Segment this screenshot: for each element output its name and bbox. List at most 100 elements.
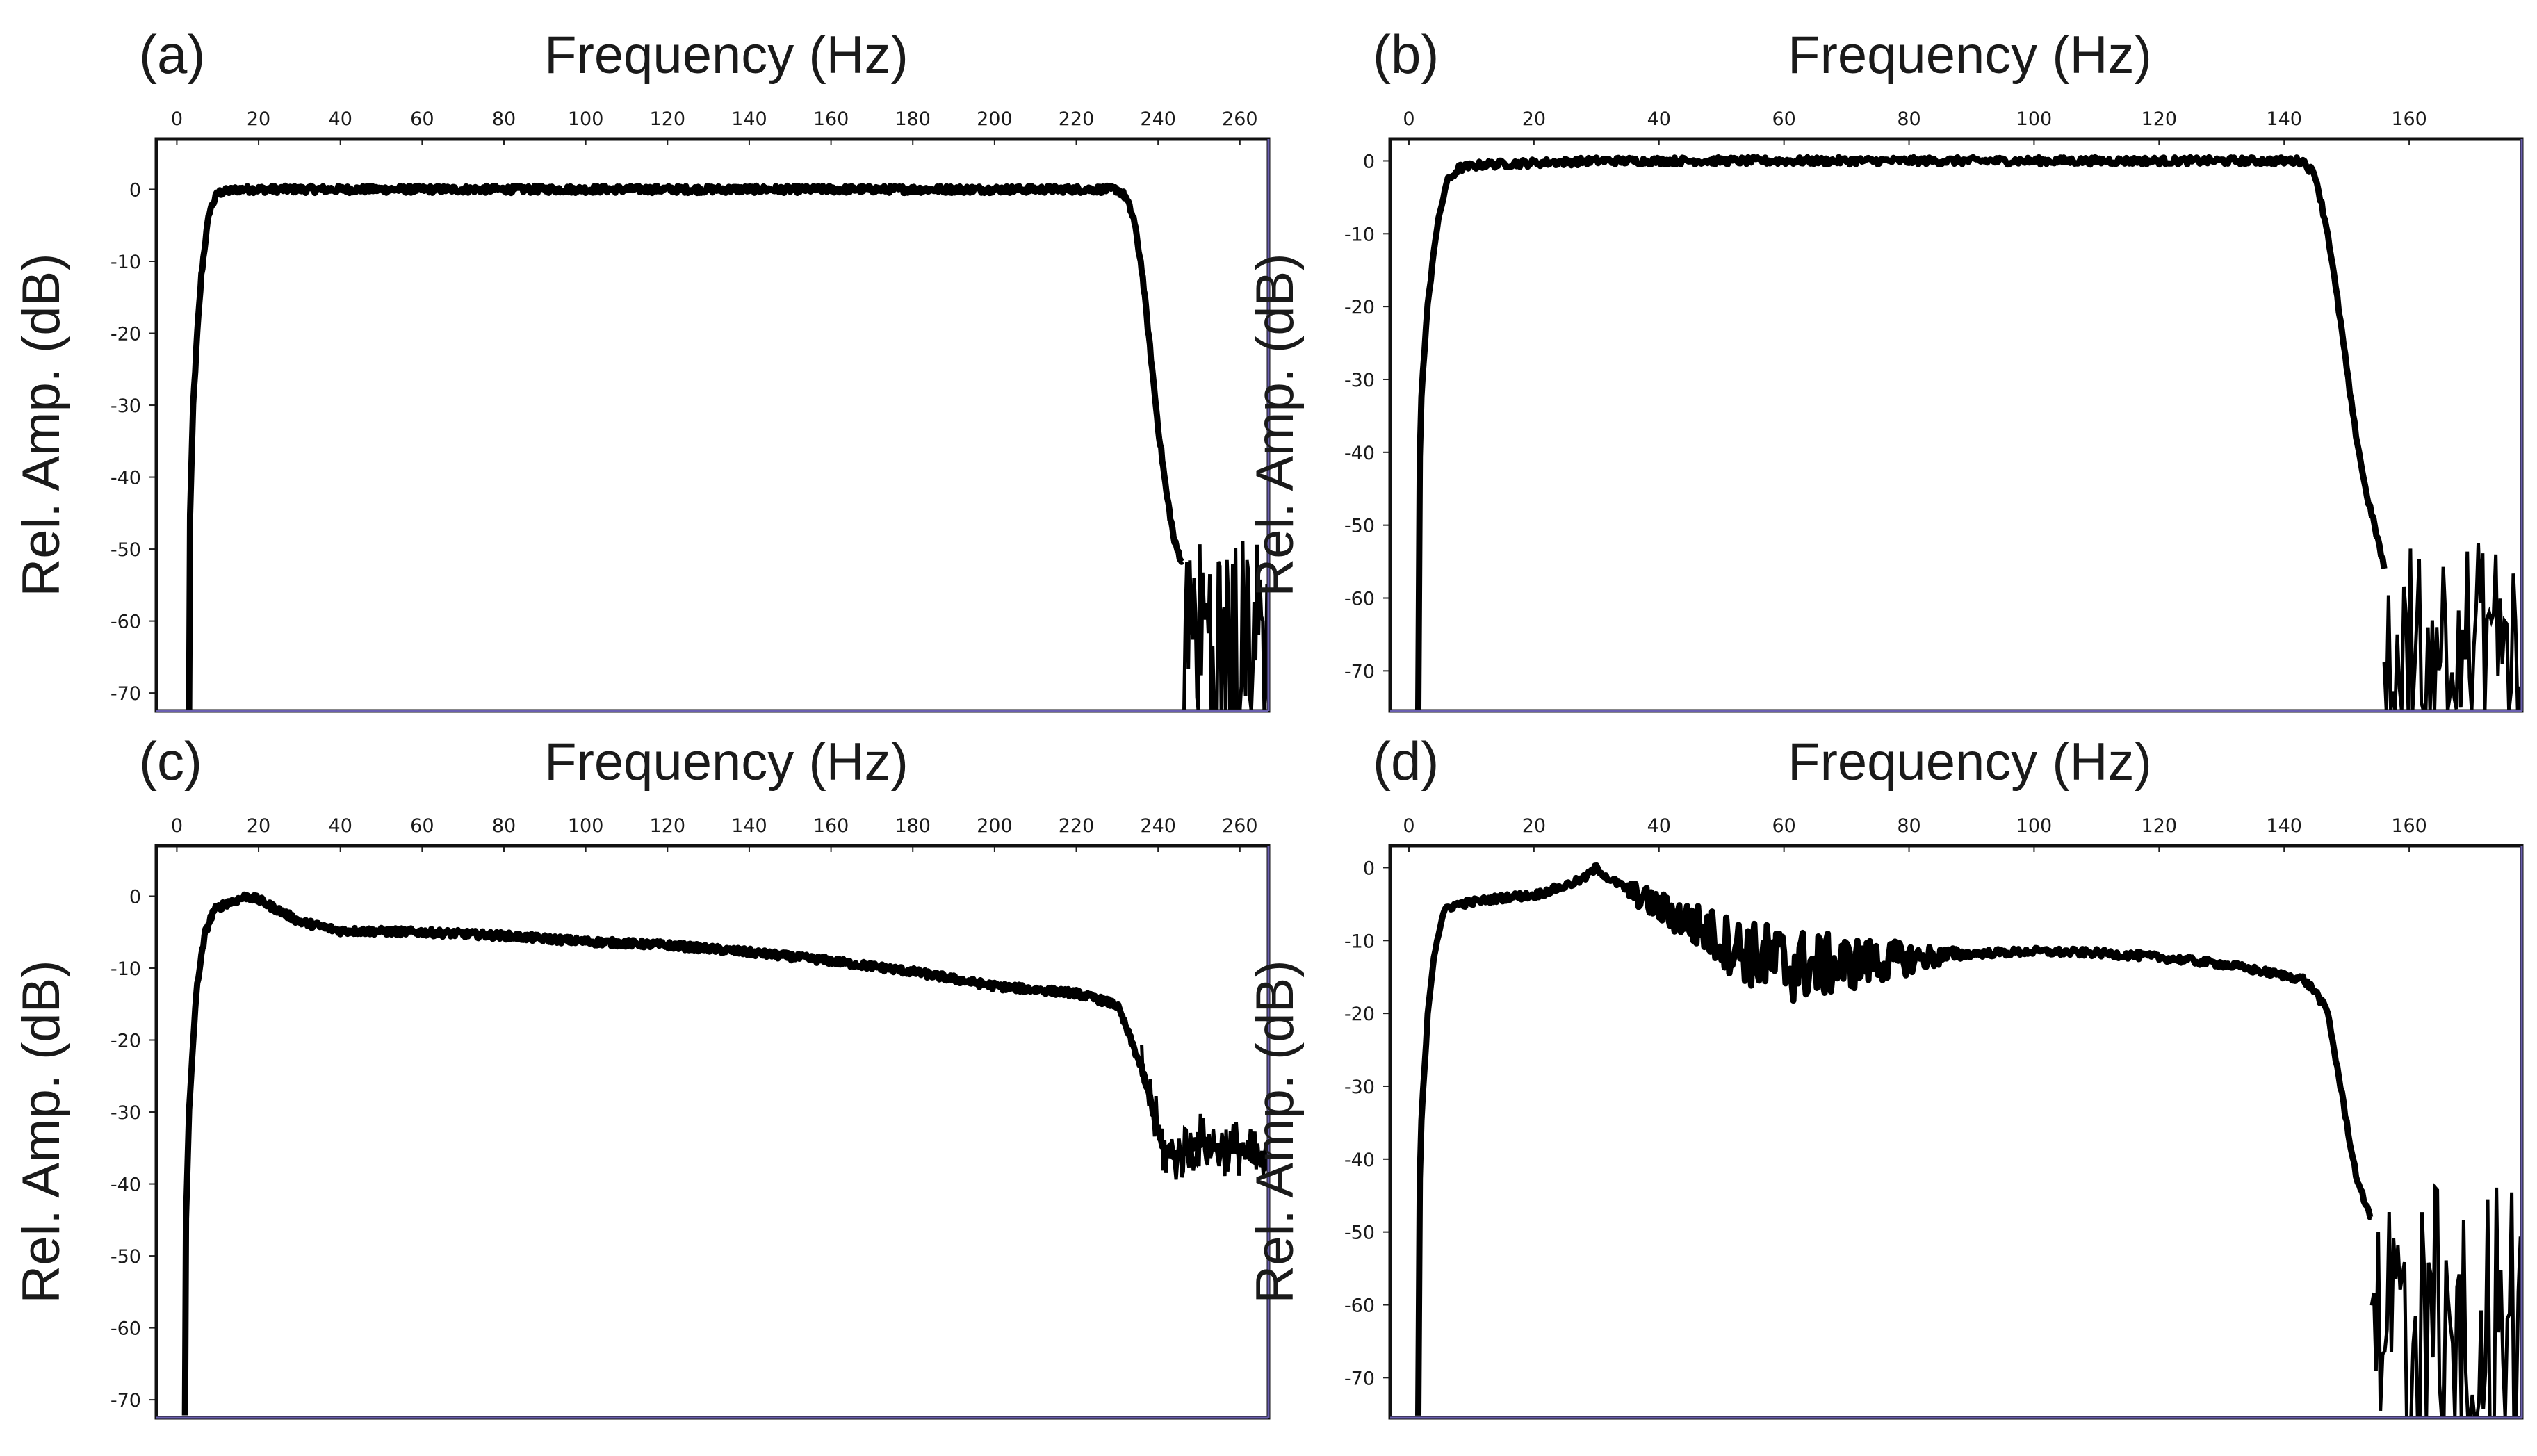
x-tick-label: 120 [2142,108,2178,130]
x-tick-label: 140 [2266,815,2302,837]
y-axis-title: Rel. Amp. (dB) [1246,253,1305,596]
x-tick-label: 140 [2266,108,2302,130]
y-tick-label: -40 [111,1175,141,1196]
chart-panel: (c) Frequency (Hz) Rel. Amp. (dB) 0 20 40 60 80… [12,730,1271,1420]
x-tick-label: 160 [2391,108,2427,130]
x-axis-title: Frequency (Hz) [1788,733,2152,792]
y-tick-label: -30 [1344,1077,1375,1098]
x-tick-label: 120 [650,815,686,837]
y-tick-label: -20 [1344,1004,1375,1025]
y-tick-label: -30 [111,1102,141,1124]
x-tick-label: 240 [1140,815,1176,837]
x-tick-label: 180 [895,815,931,837]
plot-area [1415,154,2522,711]
panels: (a) Frequency (Hz) Rel. Amp. (dB) 0 20 40 60 80… [12,24,2524,1420]
plot-area [181,891,1268,1416]
x-tick-label: 120 [650,108,686,130]
y-tick-label: 0 [1363,151,1375,172]
x-tick-label: 180 [895,108,931,130]
spectrum-line [181,891,1268,1416]
x-tick-label: 40 [1647,108,1671,130]
x-axis-title: Frequency (Hz) [544,733,908,792]
x-tick-label: 140 [731,815,767,837]
x-tick-label: 80 [1897,815,1920,837]
x-tick-label: 0 [1403,815,1414,837]
chart-panel: (d) Frequency (Hz) Rel. Amp. (dB) 0 20 40 60 80… [1246,730,2524,1420]
y-tick-label: -50 [1344,516,1375,537]
noise-band [1182,541,1268,711]
x-tick-label: 100 [568,815,604,837]
x-tick-label: 260 [1222,108,1258,130]
y-tick-label: 0 [1363,858,1375,879]
x-tick-label: 100 [568,108,604,130]
x-tick-label: 120 [2142,815,2178,837]
y-tick-label: -20 [111,324,141,345]
x-tick-label: 100 [2016,108,2053,130]
y-tick-label: -40 [111,468,141,489]
plot-area [1415,862,2522,1418]
y-tick-label: -10 [1344,931,1375,952]
x-tick-label: 160 [2391,815,2427,837]
y-tick-label: -70 [111,683,141,705]
x-tick-label: 60 [1772,108,1795,130]
y-axis-title: Rel. Amp. (dB) [1246,960,1305,1303]
x-tick-label: 60 [1772,815,1795,837]
x-tick-label: 200 [977,815,1013,837]
y-tick-label: -30 [111,395,141,417]
y-tick-label: -60 [1344,1295,1375,1316]
y-tick-label: -60 [1344,588,1375,610]
x-tick-label: 200 [977,108,1013,130]
y-tick-label: -70 [1344,661,1375,682]
y-tick-label: -70 [111,1390,141,1412]
y-tick-label: -40 [1344,1150,1375,1171]
spectrum-line [186,182,1185,710]
chart-panel: (a) Frequency (Hz) Rel. Amp. (dB) 0 20 40 60 80… [12,24,1271,713]
plot-area [186,182,1268,711]
panel-label: (c) [139,730,202,792]
x-tick-label: 80 [492,108,516,130]
x-tick-label: 40 [329,815,352,837]
x-tick-label: 240 [1140,108,1176,130]
x-tick-label: 80 [1897,108,1920,130]
x-axis-title: Frequency (Hz) [1788,26,2152,85]
x-tick-label: 160 [813,815,849,837]
spectrum-line [1415,862,2374,1416]
x-tick-label: 60 [410,815,434,837]
x-tick-label: 260 [1222,815,1258,837]
y-tick-label: -40 [1344,443,1375,464]
y-tick-label: -30 [1344,370,1375,391]
noise-band [2382,543,2522,711]
y-tick-label: -10 [1344,224,1375,245]
x-tick-label: 20 [247,815,270,837]
x-tick-label: 0 [171,108,183,130]
x-tick-label: 40 [1647,815,1671,837]
x-tick-label: 100 [2016,815,2053,837]
x-tick-label: 0 [1403,108,1414,130]
x-tick-label: 20 [1522,815,1546,837]
x-tick-label: 140 [731,108,767,130]
y-tick-label: -20 [1344,297,1375,318]
x-tick-label: 20 [1522,108,1546,130]
noise-band [2369,1183,2522,1418]
x-tick-label: 220 [1059,815,1095,837]
noise-band [1140,1045,1268,1180]
y-tick-label: -50 [111,1246,141,1268]
chart-panel: (b) Frequency (Hz) Rel. Amp. (dB) 0 20 40 60 80… [1246,24,2524,713]
y-tick-label: -10 [111,958,141,980]
panel-label: (b) [1373,24,1439,85]
y-tick-label: -60 [111,1318,141,1340]
y-tick-label: -10 [111,252,141,273]
y-tick-label: 0 [129,886,141,908]
x-tick-label: 80 [492,815,516,837]
x-tick-label: 60 [410,108,434,130]
y-tick-label: -50 [111,539,141,561]
x-tick-label: 160 [813,108,849,130]
x-tick-label: 20 [247,108,270,130]
x-axis-title: Frequency (Hz) [544,26,908,85]
y-tick-label: -50 [1344,1222,1375,1244]
x-tick-label: 40 [329,108,352,130]
panel-label: (a) [139,24,205,85]
x-tick-label: 220 [1059,108,1095,130]
y-axis-title: Rel. Amp. (dB) [12,960,71,1303]
